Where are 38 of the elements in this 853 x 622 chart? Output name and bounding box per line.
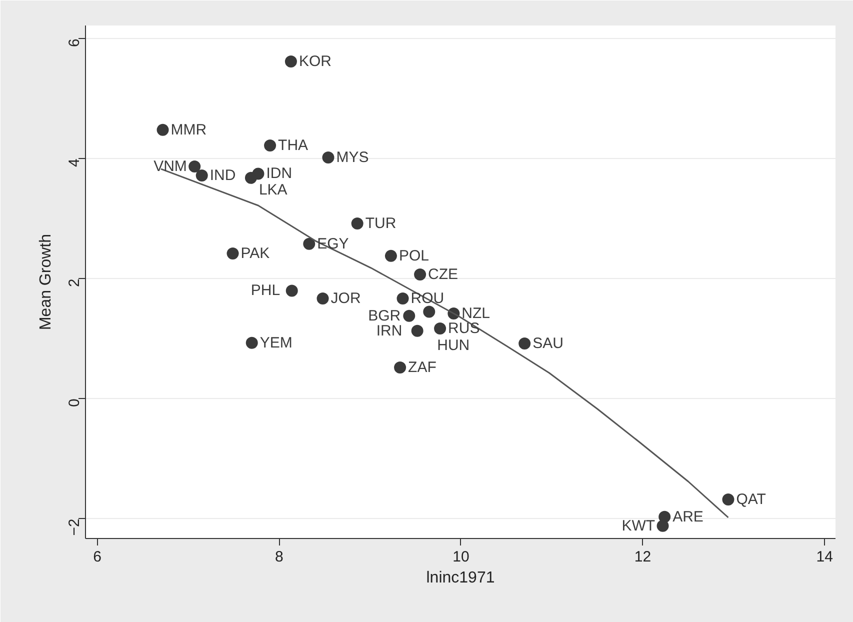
y-tick-label: 6 [66, 38, 83, 48]
annotation: MYS [336, 149, 369, 166]
annotation: VNM [154, 158, 187, 175]
annotation: LKA [258, 181, 288, 198]
annotation: TUR [365, 215, 396, 232]
annotation: KOR [298, 53, 332, 70]
annotation: IDN [266, 165, 292, 182]
annotation: EGY [317, 235, 349, 252]
annotation: MMR [170, 121, 207, 138]
annotation: BGR [368, 307, 401, 324]
annotation: KWT [622, 517, 656, 534]
annotation: QAT [736, 491, 766, 508]
x-tick-label: 12 [634, 548, 652, 566]
annotation: RUS [448, 320, 480, 337]
y-axis-title: Mean Growth [38, 234, 54, 330]
x-axis-title: lninc1971 [426, 570, 495, 586]
y-tick-label: 2 [66, 278, 83, 288]
annotation: SAU [532, 335, 564, 352]
y-tick-label: 0 [66, 398, 83, 408]
annotation: HUN [437, 337, 470, 354]
annotation: JOR [330, 290, 361, 307]
x-tick-label: 6 [93, 548, 102, 566]
annotation: NZL [462, 305, 490, 322]
x-tick-label: 14 [816, 548, 833, 566]
x-tick-label: 10 [452, 548, 470, 566]
y-tick-label: 4 [66, 158, 83, 168]
annotation: ARE [672, 508, 704, 526]
annotation: PHL [250, 282, 280, 300]
annotation: IND [210, 167, 236, 184]
x-tick-label: 8 [274, 548, 284, 566]
annotation: CZE [428, 266, 458, 283]
annotation: PAK [240, 245, 270, 262]
annotation: YEM [260, 334, 292, 352]
y-tick-label: −2 [66, 518, 83, 536]
annotation: POL [398, 247, 429, 264]
annotation: IRN [376, 322, 402, 340]
annotation: ZAF [408, 359, 436, 376]
annotation: THA [278, 137, 308, 154]
